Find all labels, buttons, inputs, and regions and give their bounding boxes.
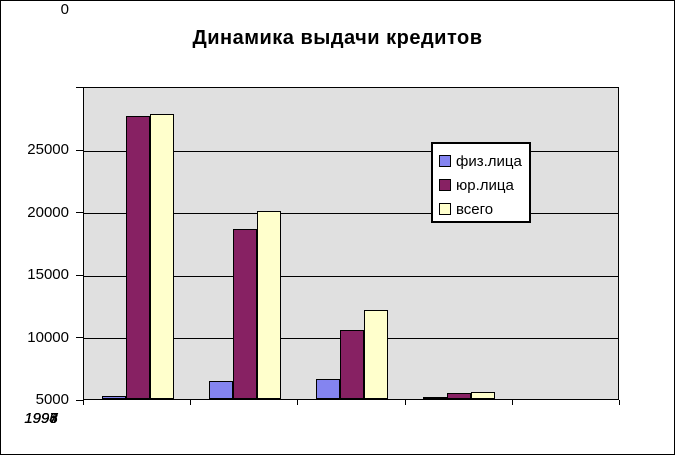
x-axis-tick-mark (190, 400, 191, 405)
legend-item: физ.лица (439, 149, 529, 173)
y-axis-tick-mark (76, 87, 83, 88)
gridline (84, 151, 618, 152)
bar-всего-1996 (364, 310, 388, 399)
x-axis-tick-mark (619, 400, 620, 405)
legend-color-swatch-yur-lica (439, 179, 451, 191)
bar-юр.лица-1997 (447, 393, 471, 399)
legend-item: юр.лица (439, 173, 529, 197)
x-axis-tick-mark (83, 400, 84, 405)
bar-всего-1997 (471, 392, 495, 399)
y-axis-tick-label: 10000 (27, 329, 69, 346)
x-axis-category-label: 1997 (24, 410, 58, 427)
y-axis-tick-mark (76, 212, 83, 213)
bar-юр.лица-1995 (233, 229, 257, 399)
x-axis-tick-mark (405, 400, 406, 405)
y-axis-tick-label: 15000 (27, 266, 69, 283)
legend-label: юр.лица (456, 176, 514, 194)
gridline (84, 276, 618, 277)
legend: физ.лица юр.лица всего (431, 142, 531, 223)
gridline (84, 213, 618, 214)
bar-физ.лица-1995 (209, 381, 233, 399)
legend-color-swatch-vsego (439, 203, 451, 215)
bar-юр.лица-1996 (340, 330, 364, 399)
x-axis-tick-mark (512, 400, 513, 405)
y-axis-tick-mark (76, 275, 83, 276)
y-axis-tick-label: 0 (60, 1, 69, 18)
legend-label: всего (456, 200, 494, 218)
legend-color-swatch-fiz-lica (439, 155, 451, 167)
y-axis-tick-label: 5000 (35, 391, 69, 408)
x-axis-category-label: 1996 (24, 410, 58, 427)
bar-всего-1995 (257, 211, 281, 399)
y-axis-tick-mark (76, 400, 83, 401)
x-axis-tick-mark (297, 400, 298, 405)
bar-физ.лица-1994 (102, 396, 126, 399)
x-axis-category-label: 1995 (24, 410, 58, 427)
y-axis-tick-label: 20000 (27, 204, 69, 221)
x-axis-category-label: 1998 (24, 410, 58, 427)
legend-label: физ.лица (456, 152, 522, 170)
y-axis-tick-label: 25000 (27, 141, 69, 158)
y-axis-tick-mark (76, 150, 83, 151)
plot-area (83, 87, 619, 400)
bar-всего-1994 (150, 114, 174, 399)
bar-физ.лица-1996 (316, 379, 340, 399)
bar-юр.лица-1994 (126, 116, 150, 399)
x-axis-category-label: 1994 (24, 410, 58, 427)
legend-item: всего (439, 197, 529, 221)
chart-title: Динамика выдачи кредитов (192, 27, 483, 49)
y-axis-tick-mark (76, 337, 83, 338)
bar-физ.лица-1997 (423, 397, 447, 399)
